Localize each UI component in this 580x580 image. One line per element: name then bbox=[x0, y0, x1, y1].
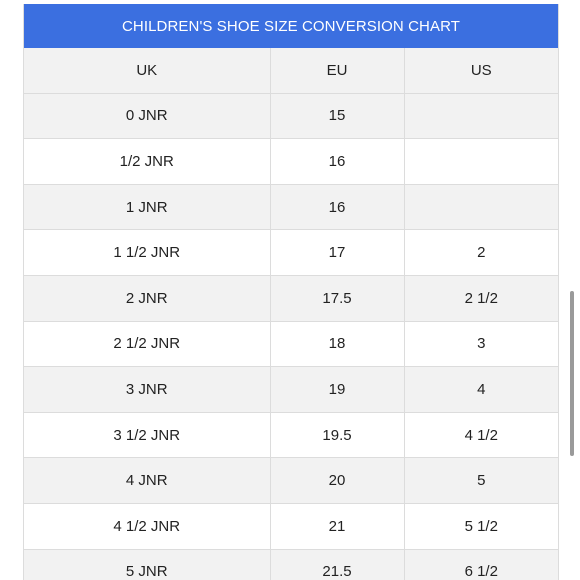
cell-eu: 20 bbox=[269, 457, 405, 504]
cell-eu: 17.5 bbox=[269, 274, 405, 322]
table-body: 0 JNR 15 1/2 JNR 16 1 JNR 16 1 1/2 JNR 17 2 2 JNR… bbox=[24, 93, 558, 580]
cell-eu: 17 bbox=[269, 229, 405, 276]
cell-us: 2 bbox=[403, 229, 558, 276]
column-header-eu: EU bbox=[269, 48, 405, 94]
cell-uk: 2 1/2 JNR bbox=[24, 320, 271, 368]
table-row: 3 1/2 JNR 19.5 4 1/2 bbox=[24, 411, 558, 459]
cell-uk: 2 JNR bbox=[24, 274, 271, 322]
table-row: 2 JNR 17.5 2 1/2 bbox=[24, 274, 558, 322]
cell-us: 4 1/2 bbox=[403, 411, 558, 459]
cell-eu: 15 bbox=[269, 93, 405, 140]
cell-us bbox=[403, 138, 558, 185]
cell-us: 6 1/2 bbox=[403, 548, 558, 580]
cell-uk: 5 JNR bbox=[24, 548, 271, 580]
cell-us bbox=[403, 183, 558, 231]
cell-eu: 18 bbox=[269, 320, 405, 368]
column-header-us: US bbox=[403, 48, 558, 94]
cell-uk: 1 1/2 JNR bbox=[24, 229, 271, 276]
size-chart: CHILDREN'S SHOE SIZE CONVERSION CHART UK… bbox=[23, 4, 559, 580]
scrollbar-thumb[interactable] bbox=[570, 291, 574, 456]
table-row: 4 JNR 20 5 bbox=[24, 457, 558, 504]
column-header-uk: UK bbox=[24, 48, 271, 94]
cell-uk: 1/2 JNR bbox=[24, 138, 271, 185]
cell-eu: 16 bbox=[269, 183, 405, 231]
table-row: 2 1/2 JNR 18 3 bbox=[24, 320, 558, 368]
table-row: 0 JNR 15 bbox=[24, 93, 558, 140]
chart-title: CHILDREN'S SHOE SIZE CONVERSION CHART bbox=[24, 4, 558, 48]
cell-uk: 4 JNR bbox=[24, 457, 271, 504]
table-row: 4 1/2 JNR 21 5 1/2 bbox=[24, 502, 558, 550]
cell-us: 2 1/2 bbox=[403, 274, 558, 322]
table-row: 1 JNR 16 bbox=[24, 183, 558, 231]
header-row: UK EU US bbox=[24, 48, 558, 94]
cell-uk: 1 JNR bbox=[24, 183, 271, 231]
cell-us: 3 bbox=[403, 320, 558, 368]
cell-eu: 19 bbox=[269, 366, 405, 413]
table-row: 1/2 JNR 16 bbox=[24, 138, 558, 185]
cell-uk: 3 1/2 JNR bbox=[24, 411, 271, 459]
cell-eu: 16 bbox=[269, 138, 405, 185]
cell-uk: 4 1/2 JNR bbox=[24, 502, 271, 550]
cell-us bbox=[403, 93, 558, 140]
cell-eu: 19.5 bbox=[269, 411, 405, 459]
cell-eu: 21.5 bbox=[269, 548, 405, 580]
table-row: 3 JNR 19 4 bbox=[24, 366, 558, 413]
cell-us: 5 bbox=[403, 457, 558, 504]
cell-uk: 3 JNR bbox=[24, 366, 271, 413]
table-row: 1 1/2 JNR 17 2 bbox=[24, 229, 558, 276]
cell-us: 4 bbox=[403, 366, 558, 413]
cell-eu: 21 bbox=[269, 502, 405, 550]
table-row: 5 JNR 21.5 6 1/2 bbox=[24, 548, 558, 580]
cell-uk: 0 JNR bbox=[24, 93, 271, 140]
cell-us: 5 1/2 bbox=[403, 502, 558, 550]
size-table: UK EU US 0 JNR 15 1/2 JNR 16 1 JNR 16 1 1/2 JN… bbox=[24, 48, 558, 580]
